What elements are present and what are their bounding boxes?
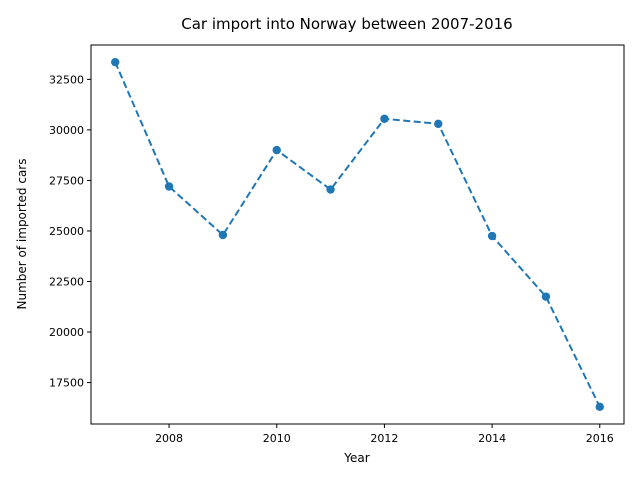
chart-title: Car import into Norway between 2007-2016 bbox=[181, 15, 512, 33]
x-tick-label: 2014 bbox=[478, 432, 506, 445]
x-axis-label: Year bbox=[343, 451, 369, 465]
data-point bbox=[380, 114, 389, 123]
y-tick-label: 17500 bbox=[49, 377, 84, 390]
y-tick-label: 22500 bbox=[49, 275, 84, 288]
x-tick-label: 2008 bbox=[155, 432, 183, 445]
data-point bbox=[218, 230, 228, 240]
x-tick-label: 2016 bbox=[586, 432, 614, 445]
x-tick-label: 2010 bbox=[263, 432, 291, 445]
y-tick-label: 32500 bbox=[49, 73, 84, 86]
y-axis-label: Number of imported cars bbox=[15, 159, 29, 310]
data-point bbox=[164, 182, 174, 191]
x-axis: 2008 2010 2012 2014 2016 bbox=[155, 424, 614, 445]
data-point bbox=[326, 185, 335, 194]
y-tick-label: 30000 bbox=[49, 124, 84, 137]
data-point bbox=[434, 119, 443, 129]
x-tick-label: 2012 bbox=[370, 432, 398, 445]
plot-frame bbox=[90, 44, 625, 425]
data-point bbox=[111, 57, 120, 67]
y-tick-label: 20000 bbox=[49, 326, 84, 339]
y-tick-label: 25000 bbox=[49, 225, 84, 238]
data-point bbox=[272, 145, 281, 155]
series-line bbox=[114, 61, 601, 408]
y-tick-label: 27500 bbox=[49, 174, 84, 187]
y-axis: 17500 20000 22500 25000 27500 30000 32500 bbox=[49, 73, 91, 390]
data-points bbox=[111, 57, 604, 412]
data-point bbox=[595, 402, 604, 412]
data-point bbox=[487, 231, 497, 241]
data-point bbox=[541, 292, 551, 301]
